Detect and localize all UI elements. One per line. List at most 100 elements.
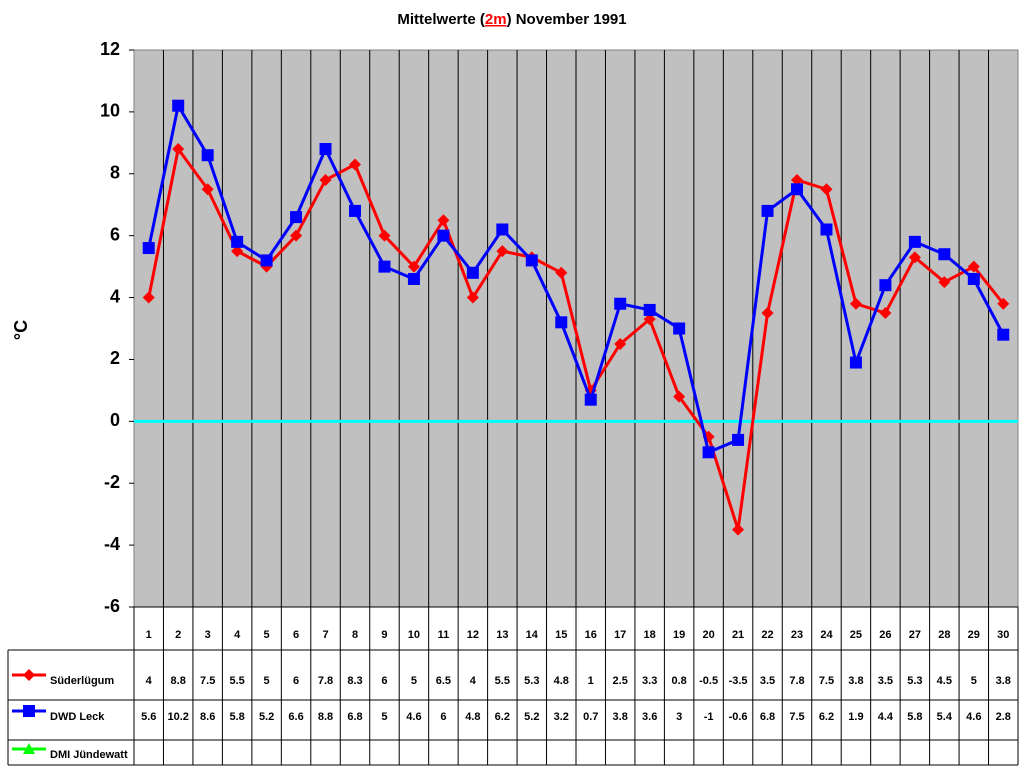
marker <box>378 260 391 273</box>
title-part: ) November 1991 <box>507 11 627 28</box>
table-value: 2.8 <box>996 711 1011 723</box>
marker <box>23 705 35 717</box>
table-value: 4.4 <box>878 711 894 723</box>
table-value: 4.5 <box>937 675 952 687</box>
y-tick-label: 2 <box>110 348 120 368</box>
x-tick-label: 18 <box>644 629 656 641</box>
marker <box>908 235 921 248</box>
x-tick-label: 6 <box>293 629 299 641</box>
table-value: -0.6 <box>729 711 748 723</box>
table-value: 4.6 <box>406 711 421 723</box>
marker <box>761 307 774 320</box>
table-value: 10.2 <box>167 711 188 723</box>
x-tick-label: 7 <box>322 629 328 641</box>
x-tick-label: 29 <box>968 629 980 641</box>
series-line <box>147 145 1005 531</box>
x-tick-label: 13 <box>496 629 508 641</box>
marker <box>23 743 35 754</box>
table-value: 0.8 <box>671 675 686 687</box>
table-value: 2.5 <box>613 675 628 687</box>
marker <box>879 307 892 320</box>
marker <box>23 669 35 681</box>
marker <box>673 322 686 335</box>
table-value: 4.6 <box>966 711 981 723</box>
table-value: 4 <box>146 675 153 687</box>
marker <box>997 328 1010 341</box>
legend-label: DWD Leck <box>50 711 105 723</box>
table-value: 8.8 <box>318 711 333 723</box>
table-value: 5 <box>971 675 977 687</box>
y-tick-label: 0 <box>110 410 120 430</box>
x-tick-label: 17 <box>614 629 626 641</box>
marker <box>643 303 656 316</box>
table-value: 7.8 <box>789 675 804 687</box>
marker <box>231 235 244 248</box>
table-value: 8.6 <box>200 711 215 723</box>
table-value: 6.8 <box>347 711 362 723</box>
marker <box>820 223 833 236</box>
marker <box>673 390 686 403</box>
table-value: 5 <box>381 711 387 723</box>
table-value: 3.8 <box>996 675 1011 687</box>
table-value: -3.5 <box>729 675 748 687</box>
x-tick-label: 3 <box>205 629 211 641</box>
x-tick-label: 14 <box>526 629 539 641</box>
table-value: 6.5 <box>436 675 451 687</box>
table-value: 6.8 <box>760 711 775 723</box>
table-value: 3.2 <box>554 711 569 723</box>
table-value: 5.8 <box>229 711 244 723</box>
table-value: 7.8 <box>318 675 333 687</box>
x-tick-label: 25 <box>850 629 862 641</box>
marker <box>378 229 391 242</box>
chart-title: Mittelwerte (2m) November 1991 <box>397 11 626 28</box>
marker <box>555 266 568 279</box>
marker <box>437 214 450 227</box>
x-tick-label: 12 <box>467 629 479 641</box>
marker <box>643 313 656 326</box>
x-tick-label: 30 <box>997 629 1009 641</box>
table-value: 5.3 <box>907 675 922 687</box>
marker <box>791 173 803 186</box>
x-tick-label: 22 <box>761 629 773 641</box>
y-tick-label: -6 <box>104 596 120 616</box>
table-value: 5.5 <box>229 675 244 687</box>
marker <box>702 446 715 459</box>
marker <box>967 260 980 273</box>
marker <box>908 251 921 264</box>
x-tick-label: 24 <box>820 629 833 641</box>
marker <box>525 254 538 267</box>
x-tick-label: 10 <box>408 629 420 641</box>
table-value: 3.8 <box>848 675 863 687</box>
marker <box>732 433 745 446</box>
table-value: 6 <box>293 675 299 687</box>
table-value: 8.8 <box>171 675 186 687</box>
legend-label: Süderlügum <box>50 675 114 687</box>
marker <box>496 245 509 258</box>
marker <box>849 356 862 369</box>
y-tick-label: 8 <box>110 163 120 183</box>
table-value: 8.3 <box>347 675 362 687</box>
marker <box>290 229 303 242</box>
x-tick-label: 4 <box>234 629 241 641</box>
table-value: 5.2 <box>524 711 539 723</box>
marker <box>791 183 803 196</box>
table-value: 5.5 <box>495 675 510 687</box>
marker <box>349 204 361 217</box>
marker <box>879 279 892 292</box>
marker <box>407 272 420 285</box>
marker <box>319 143 332 156</box>
marker <box>820 183 833 196</box>
marker <box>201 183 214 196</box>
table-value: 0.7 <box>583 711 598 723</box>
x-tick-label: 1 <box>146 629 152 641</box>
table-value: 5.6 <box>141 711 156 723</box>
table-value: 6.2 <box>819 711 834 723</box>
table-value: 3.8 <box>613 711 628 723</box>
marker <box>938 248 951 261</box>
y-tick-label: -2 <box>104 472 120 492</box>
x-tick-label: 21 <box>732 629 744 641</box>
y-tick-label: -4 <box>104 534 120 554</box>
table-value: 7.5 <box>789 711 804 723</box>
